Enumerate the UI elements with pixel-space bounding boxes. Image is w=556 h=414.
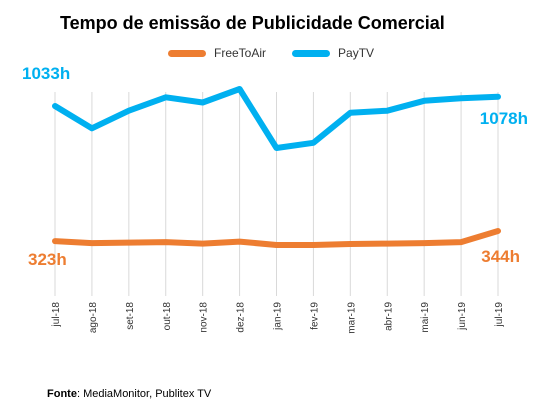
chart-legend: FreeToAir PayTV — [168, 46, 400, 60]
line-chart: jul-18 ago-18 set-18 out-18 nov-18 dez-18 jan-… — [22, 64, 528, 334]
x-tick-label-jan-19: jan-19 — [273, 302, 284, 331]
data-label-1078h: 1078h — [480, 109, 528, 128]
data-label-344h: 344h — [481, 247, 520, 266]
x-tick-label-set-18: set-18 — [125, 302, 136, 330]
source-note: Fonte: MediaMonitor, Publitex TV — [47, 388, 211, 400]
data-label-323h: 323h — [28, 250, 67, 269]
legend-label-freetoair: FreeToAir — [214, 46, 267, 60]
x-tick-label-dez-18: dez-18 — [236, 302, 247, 333]
x-tick-label-nov-18: nov-18 — [199, 302, 210, 333]
x-tick-label-abr-19: abr-19 — [383, 302, 394, 331]
x-tick-label-mar-19: mar-19 — [346, 302, 357, 334]
legend-swatch-freetoair — [168, 49, 206, 57]
series-line-freetoair — [52, 228, 501, 248]
chart-title: Tempo de emissão de Publicidade Comercia… — [60, 13, 445, 33]
legend-item-freetoair: FreeToAir — [168, 46, 266, 60]
x-tick-label-jul-18: jul-18 — [51, 302, 62, 328]
legend-item-paytv: PayTV — [292, 46, 374, 60]
legend-label-paytv: PayTV — [338, 46, 375, 60]
data-label-1033h: 1033h — [22, 64, 70, 83]
x-tick-label-ago-18: ago-18 — [88, 302, 99, 334]
source-label: Fonte — [47, 388, 77, 400]
x-tick-label-jul-19: jul-19 — [494, 302, 505, 328]
x-tick-label-mai-19: mai-19 — [420, 302, 431, 333]
series-line-paytv — [52, 86, 501, 151]
source-text: : MediaMonitor, Publitex TV — [76, 388, 212, 400]
x-tick-label-fev-19: fev-19 — [309, 302, 320, 330]
x-tick-label-jun-19: jun-19 — [457, 302, 468, 331]
x-tick-label-out-18: out-18 — [162, 302, 173, 331]
legend-swatch-paytv — [292, 49, 331, 57]
